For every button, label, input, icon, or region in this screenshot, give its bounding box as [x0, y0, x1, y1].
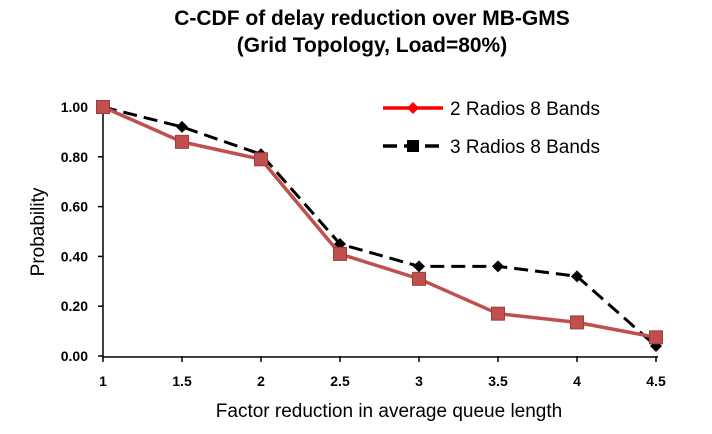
chart-subtitle: (Grid Topology, Load=80%)	[237, 34, 507, 57]
axis-ticks: 0.00 0.20 0.40 0.60 0.80 1.00 1 1.5 2 2.5 3 3.5 4 4.5	[61, 99, 666, 389]
x-axis-label: Factor reduction in average queue length	[216, 401, 562, 422]
data-point	[412, 271, 426, 286]
data-point	[175, 134, 189, 149]
x-tick-label: 1	[99, 373, 107, 389]
data-point	[254, 152, 268, 167]
series-line	[102, 105, 657, 348]
x-tick-label: 4	[573, 373, 581, 389]
x-tick-label: 3.5	[488, 373, 508, 389]
data-point	[571, 270, 583, 283]
x-tick-label: 2	[257, 373, 265, 389]
y-axis-label: Probability	[28, 187, 49, 276]
y-tick-label: 0.00	[61, 348, 88, 364]
data-point	[413, 260, 425, 273]
y-tick-label: 1.00	[61, 99, 88, 115]
data-point	[492, 260, 504, 273]
series-2-radios-8-bands	[96, 100, 663, 345]
series-layer	[96, 100, 663, 353]
legend-marker	[407, 102, 419, 114]
data-point	[96, 100, 110, 114]
data-point	[649, 330, 663, 345]
chart-title: C-CDF of delay reduction over MB-GMS	[174, 7, 570, 30]
x-tick-label: 3	[415, 373, 423, 389]
legend-entry: 2 Radios 8 Bands	[383, 99, 600, 120]
legend-label: 2 Radios 8 Bands	[450, 99, 600, 120]
legend-marker	[407, 140, 419, 152]
y-tick-label: 0.60	[61, 199, 88, 215]
y-tick-label: 0.40	[61, 248, 88, 264]
y-tick-label: 0.20	[61, 298, 88, 314]
data-point	[570, 315, 584, 330]
x-tick-label: 2.5	[330, 373, 350, 389]
y-tick-label: 0.80	[61, 149, 88, 165]
data-point	[333, 246, 347, 261]
legend: 2 Radios 8 Bands 3 Radios 8 Bands	[383, 99, 600, 158]
legend-entry: 3 Radios 8 Bands	[383, 137, 600, 158]
x-tick-label: 4.5	[646, 373, 666, 389]
data-point	[491, 306, 505, 321]
legend-label: 3 Radios 8 Bands	[450, 137, 600, 158]
series-line	[102, 105, 657, 340]
x-tick-label: 1.5	[172, 373, 192, 389]
data-point	[176, 120, 188, 133]
